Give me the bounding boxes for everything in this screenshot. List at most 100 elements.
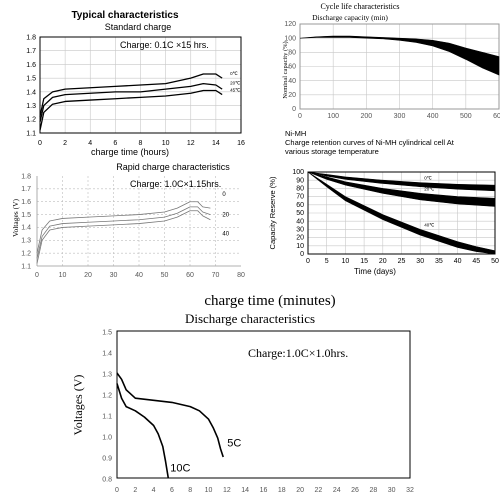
standard-yticks: 1.1 1.2 1.3 1.4 1.5 1.6 1.7 1.8 — [26, 34, 36, 137]
retention-series-label: 40℃ — [424, 222, 435, 227]
discharge-annotation: Charge:1.0C×1.0hrs. — [248, 346, 348, 360]
discharge-ytick-label: 0.9 — [102, 456, 112, 463]
rapid-series-label: 0 — [222, 192, 226, 198]
rapid-series-line-0 — [36, 201, 211, 254]
retention-ytick-label: 30 — [296, 227, 304, 234]
rapid-xtick-label: 30 — [110, 272, 118, 279]
standard-xtick-label: 2 — [63, 140, 67, 147]
retention-xtick-label: 5 — [325, 258, 329, 265]
rapid-ytick-label: 1.1 — [21, 263, 31, 270]
standard-xtick-label: 10 — [162, 140, 170, 147]
retention-ytick-label: 40 — [296, 218, 304, 225]
rapid-ytick-label: 1.3 — [21, 238, 31, 245]
rapid-xtick-label: 10 — [59, 272, 67, 279]
cycle-subtitle: Discharge capacity (min) — [312, 13, 388, 22]
discharge-xtick-label: 6 — [170, 487, 174, 494]
retention-frame — [307, 171, 496, 255]
retention-xtick-label: 0 — [306, 258, 310, 265]
retention-series: 0℃ 20℃ 40℃ — [307, 171, 496, 255]
cycle-ylabel: Nominal capacity (%) — [282, 41, 289, 98]
standard-ytick-label: 1.3 — [26, 103, 36, 110]
rapid-chart: Rapid charge characteristics 0 20 40 0 10 20… — [11, 162, 245, 279]
standard-series: 0℃ 20℃45℃ — [39, 71, 241, 131]
standard-xtick-label: 8 — [139, 140, 143, 147]
retention-xtick-label: 20 — [379, 258, 387, 265]
retention-ytick-label: 80 — [296, 186, 304, 193]
discharge-ytick-label: 1.4 — [102, 351, 112, 358]
retention-ytick-label: 20 — [296, 235, 304, 242]
retention-ylabel: Capacity Reserve (%) — [268, 176, 277, 249]
retention-xtick-label: 50 — [491, 258, 499, 265]
rapid-ytick-label: 1.2 — [21, 250, 31, 257]
discharge-xtick-label: 4 — [152, 487, 156, 494]
retention-ytick-label: 70 — [296, 194, 304, 201]
standard-xtick-label: 12 — [187, 140, 195, 147]
cycle-ytick-label: 40 — [288, 78, 296, 85]
rapid-yticks: 1.1 1.2 1.3 1.4 1.5 1.6 1.7 1.8 — [21, 173, 31, 270]
retention-ytick-label: 100 — [292, 169, 304, 176]
cycle-ytick-label: 60 — [288, 64, 296, 71]
discharge-xtick-label: 16 — [260, 487, 268, 494]
discharge-xtick-label: 0 — [115, 487, 119, 494]
retention-chart: Ni-MH Charge retention curves of Ni-MH c… — [268, 129, 499, 276]
discharge-ytick-label: 1.2 — [102, 393, 112, 400]
standard-ytick-label: 1.1 — [26, 130, 36, 137]
standard-ytick-label: 1.2 — [26, 117, 36, 124]
cycle-xtick-label: 600 — [493, 113, 500, 120]
rapid-series-line-1 — [36, 206, 211, 259]
retention-xticks: 0 5 10 15 20 25 30 35 40 45 50 — [306, 258, 499, 265]
discharge-xtick-label: 18 — [278, 487, 286, 494]
standard-xtick-label: 14 — [212, 140, 220, 147]
cycle-title: Cycle life characteristics — [320, 2, 399, 11]
retention-series-label: 20℃ — [424, 186, 435, 191]
standard-grid — [40, 37, 241, 133]
cycle-xtick-label: 200 — [360, 113, 372, 120]
rapid-ytick-label: 1.5 — [21, 212, 31, 219]
discharge-xtick-label: 2 — [133, 487, 137, 494]
standard-title: Typical characteristics — [71, 10, 179, 21]
rapid-axes — [36, 176, 241, 267]
standard-xtick-label: 16 — [237, 140, 245, 147]
discharge-xtick-label: 28 — [369, 487, 377, 494]
rapid-series-line-2 — [36, 210, 211, 264]
rapid-series-label: 20 — [222, 213, 229, 219]
discharge-ytick-label: 0.8 — [102, 477, 112, 484]
rapid-xtick-label: 50 — [161, 272, 169, 279]
discharge-xtick-label: 22 — [315, 487, 323, 494]
rapid-ytick-label: 1.4 — [21, 225, 31, 232]
standard-ytick-label: 1.5 — [26, 76, 36, 83]
rapid-series-label: 40 — [222, 232, 229, 238]
standard-series-label: 20℃ — [230, 81, 241, 86]
discharge-xtick-label: 8 — [188, 487, 192, 494]
retention-series-label: 0℃ — [424, 176, 433, 181]
rapid-xtick-label: 20 — [84, 272, 92, 279]
retention-ytick-label: 60 — [296, 202, 304, 209]
rapid-ytick-label: 1.8 — [21, 173, 31, 180]
standard-series-line-0 — [39, 73, 223, 117]
standard-xtick-label: 4 — [88, 140, 92, 147]
discharge-ylabel: Voltages (V) — [71, 375, 85, 436]
retention-band-2 — [307, 171, 496, 255]
cycle-xtick-label: 100 — [327, 113, 339, 120]
retention-xtick-label: 35 — [435, 258, 443, 265]
cycle-xtick-label: 400 — [427, 113, 439, 120]
discharge-xticks: 0 2 4 6 8 10 12 14 16 18 20 22 24 26 28 30 32 — [115, 487, 414, 494]
discharge-xtick-label: 14 — [241, 487, 249, 494]
retention-xtick-label: 25 — [398, 258, 406, 265]
discharge-ytick-label: 1.3 — [102, 372, 112, 379]
cycle-xtick-label: 0 — [298, 113, 302, 120]
retention-xlabel: Time (days) — [354, 267, 396, 276]
standard-xtick-label: 6 — [113, 140, 117, 147]
discharge-yticks: 0.8 0.9 1.0 1.1 1.2 1.3 1.4 1.5 — [102, 330, 112, 484]
discharge-ytick-label: 1.0 — [102, 435, 112, 442]
retention-title: Ni-MH — [285, 129, 306, 138]
discharge-xtick-label: 12 — [223, 487, 231, 494]
rapid-xtick-label: 0 — [35, 272, 39, 279]
rapid-ytick-label: 1.6 — [21, 199, 31, 206]
rapid-title: Rapid charge characteristics — [116, 162, 230, 172]
rapid-ytick-label: 1.7 — [21, 186, 31, 193]
cycle-ytick-label: 120 — [284, 21, 296, 28]
standard-annotation: Charge: 0.1C ×15 hrs. — [120, 40, 209, 50]
retention-xtick-label: 15 — [360, 258, 368, 265]
